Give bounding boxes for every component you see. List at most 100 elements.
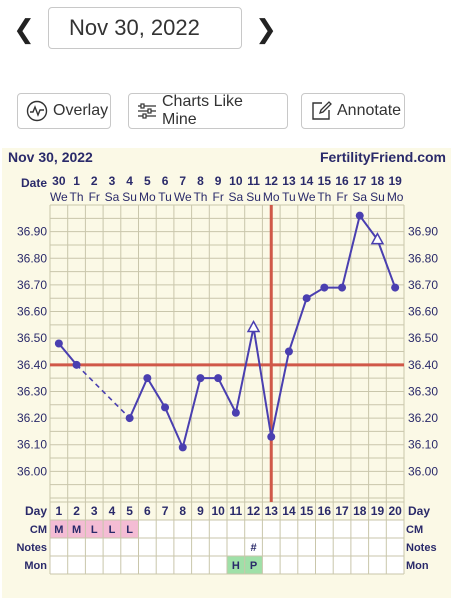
weekday-label: Th	[193, 190, 207, 204]
row-label: Notes	[16, 542, 47, 554]
row-cell	[333, 538, 351, 556]
y-tick-label: 36.70	[17, 278, 47, 292]
weekday-label: Mo	[139, 190, 156, 204]
chevron-left-icon[interactable]: ❮	[13, 15, 35, 45]
temperature-chart: Nov 30, 2022 FertilityFriend.com Date 30…	[2, 148, 451, 598]
row-cell	[315, 538, 334, 556]
temperature-line	[128, 213, 397, 451]
date-label: 15	[318, 174, 332, 188]
temperature-point	[72, 360, 81, 369]
row-label-right: Notes	[406, 542, 437, 554]
date-label: 3	[109, 174, 116, 188]
day-label: 19	[371, 504, 385, 518]
y-tick-label-right: 36.70	[408, 278, 438, 292]
weekday-label: Tu	[282, 190, 296, 204]
temperature-point-open	[246, 319, 261, 333]
chevron-right-icon[interactable]: ❯	[255, 15, 277, 45]
day-label: 4	[109, 504, 116, 518]
edit-icon	[312, 101, 332, 120]
row-cell	[120, 538, 139, 556]
y-tick-label: 36.00	[17, 464, 47, 478]
y-tick-label: 36.10	[17, 438, 47, 452]
row-cell	[386, 556, 404, 574]
date-label: 19	[388, 174, 402, 188]
row-cell	[191, 538, 210, 556]
charts-like-mine-button[interactable]: Charts Like Mine	[128, 93, 288, 129]
y-tick-label: 36.20	[17, 411, 47, 425]
row-cell	[156, 520, 174, 538]
weekday-label: Th	[70, 190, 84, 204]
row-cell	[386, 520, 404, 538]
chart-date: Nov 30, 2022	[8, 149, 93, 165]
day-label: 8	[179, 504, 186, 518]
row-cell-value: L	[91, 524, 98, 536]
date-value: Nov 30, 2022	[69, 15, 200, 40]
row-cell	[156, 538, 174, 556]
row-cell	[315, 520, 334, 538]
day-label: 1	[56, 504, 63, 518]
row-cell	[368, 520, 387, 538]
row-cell	[368, 538, 387, 556]
y-tick-label: 36.30	[17, 384, 47, 398]
date-label: 2	[91, 174, 98, 188]
weekday-label: We	[50, 190, 68, 204]
row-cell-value: P	[250, 560, 257, 572]
row-cell	[138, 520, 157, 538]
row-label-right: Mon	[406, 560, 429, 572]
row-cell-value: L	[109, 524, 116, 536]
row-cell	[209, 556, 227, 574]
date-picker[interactable]: Nov 30, 2022	[48, 7, 242, 49]
row-cell	[120, 520, 139, 538]
date-label: 14	[300, 174, 314, 188]
date-row-label: Date	[21, 176, 47, 190]
row-cell	[85, 538, 104, 556]
date-label: 6	[162, 174, 169, 188]
weekday-label: Su	[122, 190, 137, 204]
temperature-point-open	[370, 232, 385, 245]
annotate-label: Annotate	[337, 102, 402, 119]
sliders-icon	[138, 103, 156, 119]
y-tick-label: 36.60	[17, 305, 47, 319]
annotate-button[interactable]: Annotate	[301, 93, 405, 129]
y-tick-label-right: 36.80	[408, 251, 438, 265]
row-cell	[386, 538, 404, 556]
row-cell	[67, 556, 86, 574]
row-cell	[244, 556, 263, 574]
date-label: 10	[229, 174, 243, 188]
day-label: 2	[73, 504, 80, 518]
row-cell	[209, 538, 227, 556]
day-label: 16	[318, 504, 332, 518]
temperature-point	[161, 403, 170, 412]
temperature-point	[143, 374, 152, 383]
weekday-label: We	[298, 190, 316, 204]
row-cell	[297, 538, 316, 556]
row-cell	[85, 520, 104, 538]
row-cell	[227, 520, 245, 538]
date-label: 17	[353, 174, 367, 188]
date-label: 11	[247, 174, 260, 188]
row-cell	[209, 520, 227, 538]
row-cell	[103, 556, 121, 574]
row-cell	[350, 520, 369, 538]
temperature-point	[355, 211, 364, 220]
day-label: 9	[197, 504, 204, 518]
row-cell	[368, 556, 387, 574]
temperature-point	[231, 408, 240, 417]
row-cell	[262, 556, 281, 574]
row-cell	[227, 556, 245, 574]
y-tick-label-right: 36.50	[408, 331, 438, 345]
row-cell	[315, 556, 334, 574]
row-cell	[103, 538, 121, 556]
date-label: 13	[282, 174, 296, 188]
row-cell	[244, 538, 263, 556]
weekday-label: Mo	[263, 190, 280, 204]
row-cell	[173, 538, 192, 556]
row-cell-value: H	[232, 560, 240, 572]
day-label: 20	[388, 504, 402, 518]
overlay-button[interactable]: Overlay	[17, 93, 111, 129]
temperature-point	[338, 283, 347, 292]
date-label: 4	[126, 174, 133, 188]
chart-brand: FertilityFriend.com	[320, 149, 446, 165]
weekday-label: Sa	[229, 190, 244, 204]
row-cell	[333, 556, 351, 574]
